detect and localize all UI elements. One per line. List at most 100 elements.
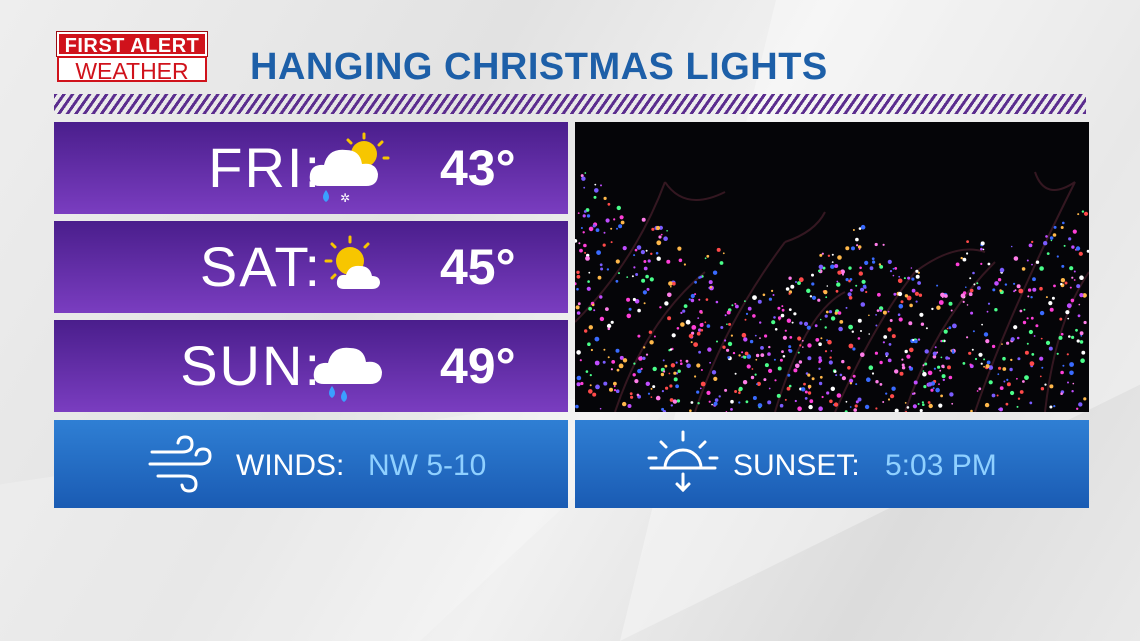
light-dot	[742, 380, 748, 385]
light-dot	[879, 309, 883, 312]
light-dot	[936, 305, 941, 310]
light-dot	[781, 308, 785, 312]
light-dot	[773, 316, 776, 319]
light-dot	[901, 358, 904, 361]
light-dot	[849, 406, 852, 408]
light-dot	[1033, 335, 1036, 337]
light-dot	[802, 346, 804, 348]
light-dot	[836, 282, 841, 287]
light-dot	[749, 339, 754, 344]
light-dot	[683, 263, 686, 266]
light-dot	[672, 281, 676, 286]
light-dot	[998, 408, 1000, 411]
light-dot	[1071, 335, 1075, 339]
light-dot	[962, 362, 966, 365]
light-dot	[1061, 264, 1065, 268]
light-dot	[1081, 210, 1085, 213]
light-dot	[743, 337, 748, 342]
light-dot	[768, 345, 771, 349]
light-dot	[679, 359, 682, 362]
light-dot	[799, 321, 803, 325]
light-dot	[622, 246, 627, 251]
light-dot	[655, 395, 661, 401]
light-dot	[1039, 356, 1044, 361]
light-dot	[1070, 298, 1075, 303]
light-dot	[1017, 397, 1021, 400]
light-dot	[767, 352, 771, 356]
light-dot	[904, 294, 909, 298]
light-dot	[636, 393, 640, 397]
light-dot	[861, 279, 866, 284]
light-dot	[1079, 293, 1084, 298]
light-dot	[830, 264, 835, 269]
light-dot	[622, 358, 628, 363]
light-dot	[875, 314, 877, 316]
light-dot	[1049, 236, 1054, 240]
light-dot	[980, 362, 983, 365]
light-dot	[849, 288, 853, 292]
light-dot	[643, 260, 647, 263]
light-dot	[1053, 405, 1056, 408]
light-dot	[986, 310, 989, 313]
light-dot	[803, 321, 809, 326]
light-dot	[756, 383, 758, 385]
light-dot	[869, 266, 874, 271]
light-dot	[669, 384, 673, 388]
light-dot	[610, 241, 613, 244]
light-dot	[641, 217, 646, 222]
light-dot	[602, 360, 606, 364]
light-dot	[889, 270, 893, 273]
light-dot	[745, 312, 749, 315]
light-dot	[579, 248, 583, 253]
light-dot	[806, 325, 811, 330]
light-dot	[675, 361, 678, 364]
light-dot	[1045, 340, 1051, 345]
light-dot	[849, 378, 854, 383]
light-dot	[928, 403, 933, 409]
light-dot	[1076, 284, 1081, 289]
light-dot	[712, 270, 718, 275]
light-dot	[718, 395, 721, 398]
light-dot	[1079, 275, 1084, 280]
light-dot	[1028, 243, 1033, 248]
light-dot	[856, 244, 859, 247]
light-dot	[933, 367, 936, 370]
light-dot	[801, 339, 804, 342]
light-dot	[744, 318, 747, 321]
light-dot	[969, 288, 974, 293]
light-dot	[724, 339, 727, 342]
light-dot	[801, 387, 806, 392]
light-dot	[917, 271, 920, 274]
light-dot	[599, 316, 605, 322]
light-dot	[804, 397, 808, 400]
light-dot	[847, 366, 851, 370]
temperature: 49°	[440, 338, 516, 394]
light-dot	[782, 355, 786, 358]
light-dot	[719, 261, 724, 265]
light-dot	[582, 214, 586, 218]
light-dot	[1068, 335, 1071, 338]
light-dot	[589, 374, 592, 377]
light-dot	[741, 351, 744, 354]
light-dot	[576, 274, 581, 279]
light-dot	[727, 356, 730, 359]
light-dot	[879, 383, 883, 386]
light-dot	[948, 375, 953, 380]
light-dot	[697, 402, 700, 405]
light-dot	[882, 401, 885, 403]
light-dot	[594, 360, 600, 366]
light-dot	[772, 294, 775, 296]
light-dot	[673, 371, 677, 375]
light-dot	[921, 401, 924, 404]
logo-line2: WEATHER	[57, 56, 207, 84]
light-dot	[798, 277, 804, 283]
light-dot	[603, 348, 606, 351]
light-dot	[705, 298, 709, 301]
light-dot	[738, 401, 741, 404]
light-dot	[716, 340, 718, 343]
light-dot	[628, 307, 632, 311]
light-dot	[868, 365, 874, 370]
light-dot	[984, 402, 990, 408]
light-dot	[982, 248, 985, 251]
light-dot	[1076, 339, 1080, 343]
